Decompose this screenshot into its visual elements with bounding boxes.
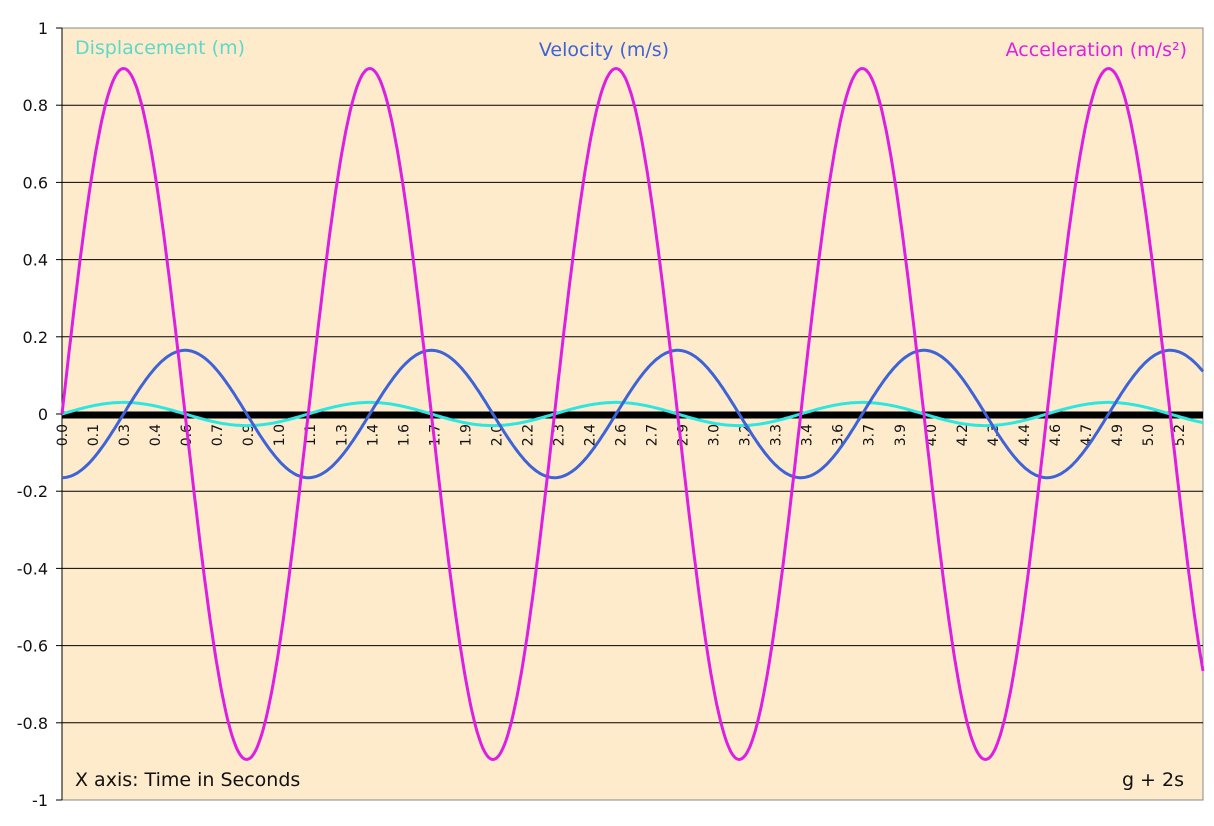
x-tick-label: 0.7 — [210, 424, 226, 446]
y-tick-label: 0.6 — [23, 173, 48, 192]
x-tick-label: 1.9 — [458, 424, 474, 446]
y-tick-label: -0.2 — [17, 482, 48, 501]
x-tick-label: 1.3 — [334, 424, 350, 446]
x-tick-label: 2.0 — [489, 424, 505, 446]
x-tick-label: 3.9 — [893, 424, 909, 446]
x-axis-label: X axis: Time in Seconds — [75, 769, 300, 791]
y-tick-label: 0.4 — [23, 251, 48, 270]
x-tick-label: 4.9 — [1110, 424, 1126, 446]
x-tick-label: 4.7 — [1079, 424, 1095, 446]
x-tick-label: 2.7 — [645, 424, 661, 446]
x-tick-label: 5.2 — [1172, 424, 1188, 446]
annotation-g-plus-2s: g + 2s — [1122, 769, 1184, 791]
x-tick-label: 4.6 — [1048, 424, 1064, 446]
series-line-velocity — [61, 348, 1205, 480]
x-tick-label: 0.4 — [148, 424, 164, 446]
x-tick-label: 3.6 — [831, 424, 847, 446]
x-tick-label: 3.3 — [769, 424, 785, 446]
y-tick-label: -0.6 — [17, 637, 48, 656]
x-tick-label: 0.1 — [86, 424, 102, 446]
x-tick-label: 2.6 — [614, 424, 630, 446]
y-tick-label: 0.8 — [23, 96, 48, 115]
x-tick-label: 0.9 — [241, 424, 257, 446]
x-tick-label: 3.7 — [862, 424, 878, 446]
x-tick-label: 1.7 — [427, 424, 443, 446]
y-tick-label: 1 — [38, 19, 48, 38]
x-tick-label: 2.3 — [551, 424, 567, 446]
x-tick-label: 2.4 — [582, 424, 598, 446]
y-tick-label: -0.8 — [17, 714, 48, 733]
x-tick-label: 3.0 — [707, 424, 723, 446]
y-tick-label: -0.4 — [17, 559, 48, 578]
x-tick-label: 1.4 — [365, 424, 381, 446]
x-tick-label: 4.3 — [986, 424, 1002, 446]
x-tick-label: 3.4 — [800, 424, 816, 446]
x-tick-label: 5.0 — [1141, 424, 1157, 446]
x-tick-label: 2.2 — [520, 424, 536, 446]
x-tick-label: 0.0 — [55, 424, 71, 446]
y-tick-label: 0 — [38, 405, 48, 424]
y-tick-label: -1 — [32, 791, 48, 810]
x-tick-label: 1.6 — [396, 424, 412, 446]
x-tick-label: 4.4 — [1017, 424, 1033, 446]
legend-displacement: Displacement (m) — [75, 37, 245, 59]
x-tick-label: 4.2 — [955, 424, 971, 446]
legend-velocity: Velocity (m/s) — [539, 39, 669, 61]
x-tick-label: 0.3 — [117, 424, 133, 446]
x-tick-label: 1.0 — [272, 424, 288, 446]
legend-acceleration: Acceleration (m/s²) — [1006, 39, 1187, 61]
series-line-acceleration — [60, 66, 1205, 762]
y-tick-label: 0.2 — [23, 328, 48, 347]
